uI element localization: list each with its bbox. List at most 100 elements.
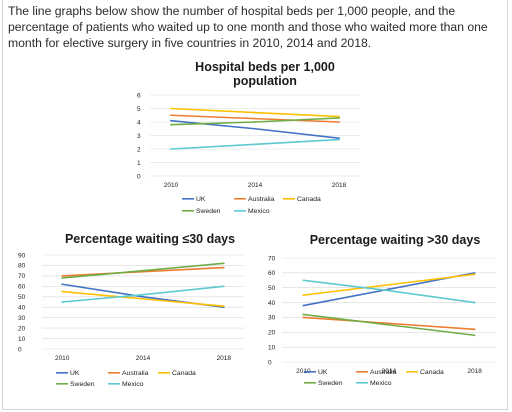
data-point-australia bbox=[473, 328, 476, 331]
y-tick-label: 60 bbox=[268, 270, 276, 277]
legend-label-sweden: Sweden bbox=[196, 208, 221, 215]
y-tick-label: 2 bbox=[137, 146, 141, 153]
legend-label-mexico: Mexico bbox=[370, 380, 392, 387]
y-tick-label: 0 bbox=[137, 173, 141, 180]
legend-label-sweden: Sweden bbox=[70, 381, 95, 388]
data-point-sweden bbox=[473, 334, 476, 337]
x-tick-label: 2010 bbox=[55, 355, 70, 362]
y-tick-label: 50 bbox=[18, 294, 26, 301]
data-point-mexico bbox=[388, 289, 390, 292]
chart-title-waiting-under-30: Percentage waiting ≤30 days bbox=[64, 232, 236, 246]
data-point-australia bbox=[254, 117, 256, 120]
data-point-uk bbox=[302, 304, 305, 307]
data-point-sweden bbox=[61, 277, 64, 279]
data-point-uk bbox=[388, 288, 390, 291]
y-tick-label: 40 bbox=[18, 305, 26, 312]
y-tick-label: 50 bbox=[268, 285, 276, 292]
data-point-canada bbox=[61, 290, 64, 293]
legend-label-australia: Australia bbox=[248, 196, 275, 203]
data-point-mexico bbox=[142, 293, 144, 296]
y-tick-label: 60 bbox=[18, 284, 26, 291]
data-point-uk bbox=[61, 283, 64, 286]
data-point-uk bbox=[338, 137, 340, 140]
legend-label-sweden: Sweden bbox=[318, 380, 343, 387]
y-tick-label: 30 bbox=[18, 315, 26, 322]
y-tick-label: 30 bbox=[268, 315, 276, 322]
y-tick-label: 5 bbox=[137, 106, 141, 113]
chart-title-waiting-over-30: Percentage waiting >30 days bbox=[309, 233, 481, 247]
x-tick-label: 2014 bbox=[136, 355, 151, 362]
data-point-australia bbox=[222, 266, 225, 269]
data-point-australia bbox=[61, 274, 64, 277]
y-tick-label: 20 bbox=[268, 330, 276, 337]
data-point-sweden bbox=[338, 117, 340, 119]
data-point-australia bbox=[388, 322, 390, 325]
data-point-australia bbox=[338, 121, 340, 123]
data-point-sweden bbox=[170, 123, 172, 126]
y-tick-label: 80 bbox=[18, 263, 26, 270]
x-tick-label: 2010 bbox=[296, 368, 311, 375]
legend-label-australia: Australia bbox=[370, 369, 397, 376]
data-point-mexico bbox=[302, 279, 305, 282]
x-tick-label: 2014 bbox=[382, 368, 397, 375]
data-point-uk bbox=[473, 271, 476, 274]
y-tick-label: 70 bbox=[268, 255, 276, 262]
y-tick-label: 6 bbox=[137, 92, 141, 99]
legend-label-canada: Canada bbox=[420, 369, 444, 376]
y-tick-label: 0 bbox=[18, 346, 22, 353]
y-tick-label: 90 bbox=[18, 252, 26, 259]
x-tick-label: 2014 bbox=[248, 182, 263, 189]
data-point-canada bbox=[473, 273, 476, 276]
y-tick-label: 4 bbox=[137, 119, 141, 126]
y-tick-label: 1 bbox=[137, 160, 141, 167]
intro-text: The line graphs below show the number of… bbox=[8, 4, 488, 51]
legend-label-uk: UK bbox=[70, 370, 80, 377]
data-point-canada bbox=[170, 107, 172, 110]
data-point-uk bbox=[254, 127, 256, 130]
data-point-canada bbox=[388, 283, 390, 286]
x-tick-label: 2018 bbox=[467, 368, 482, 375]
legend-label-canada: Canada bbox=[172, 370, 196, 377]
legend-label-uk: UK bbox=[196, 196, 206, 203]
data-point-australia bbox=[302, 316, 305, 319]
y-tick-label: 70 bbox=[18, 273, 26, 280]
data-point-sweden bbox=[142, 269, 144, 272]
y-tick-label: 40 bbox=[268, 300, 276, 307]
y-tick-label: 0 bbox=[268, 359, 272, 366]
legend-label-australia: Australia bbox=[122, 370, 149, 377]
data-point-australia bbox=[170, 114, 172, 117]
x-tick-label: 2018 bbox=[332, 182, 347, 189]
data-point-mexico bbox=[222, 285, 225, 288]
data-point-mexico bbox=[473, 301, 476, 304]
data-point-mexico bbox=[170, 148, 172, 150]
data-point-mexico bbox=[254, 143, 256, 146]
data-point-uk bbox=[142, 295, 144, 298]
data-point-mexico bbox=[61, 301, 64, 303]
data-point-canada bbox=[338, 115, 340, 118]
data-point-mexico bbox=[338, 138, 340, 141]
data-point-sweden bbox=[254, 121, 256, 123]
data-point-uk bbox=[170, 119, 172, 122]
data-point-canada bbox=[142, 297, 144, 300]
y-tick-label: 10 bbox=[18, 336, 26, 343]
y-tick-label: 10 bbox=[268, 344, 276, 351]
legend-label-mexico: Mexico bbox=[248, 208, 270, 215]
legend-label-mexico: Mexico bbox=[122, 381, 144, 388]
data-point-canada bbox=[254, 111, 256, 114]
chart-title-hospital-beds: Hospital beds per 1,000 population bbox=[195, 60, 335, 88]
legend-label-canada: Canada bbox=[297, 196, 321, 203]
y-tick-label: 20 bbox=[18, 325, 26, 332]
data-point-sweden bbox=[388, 323, 390, 326]
data-point-sweden bbox=[302, 313, 305, 316]
legend-label-uk: UK bbox=[318, 369, 328, 376]
y-tick-label: 3 bbox=[137, 133, 141, 140]
x-tick-label: 2018 bbox=[217, 355, 232, 362]
x-tick-label: 2010 bbox=[164, 182, 179, 189]
data-point-canada bbox=[302, 294, 305, 297]
data-point-canada bbox=[222, 305, 225, 308]
data-point-sweden bbox=[222, 262, 225, 265]
